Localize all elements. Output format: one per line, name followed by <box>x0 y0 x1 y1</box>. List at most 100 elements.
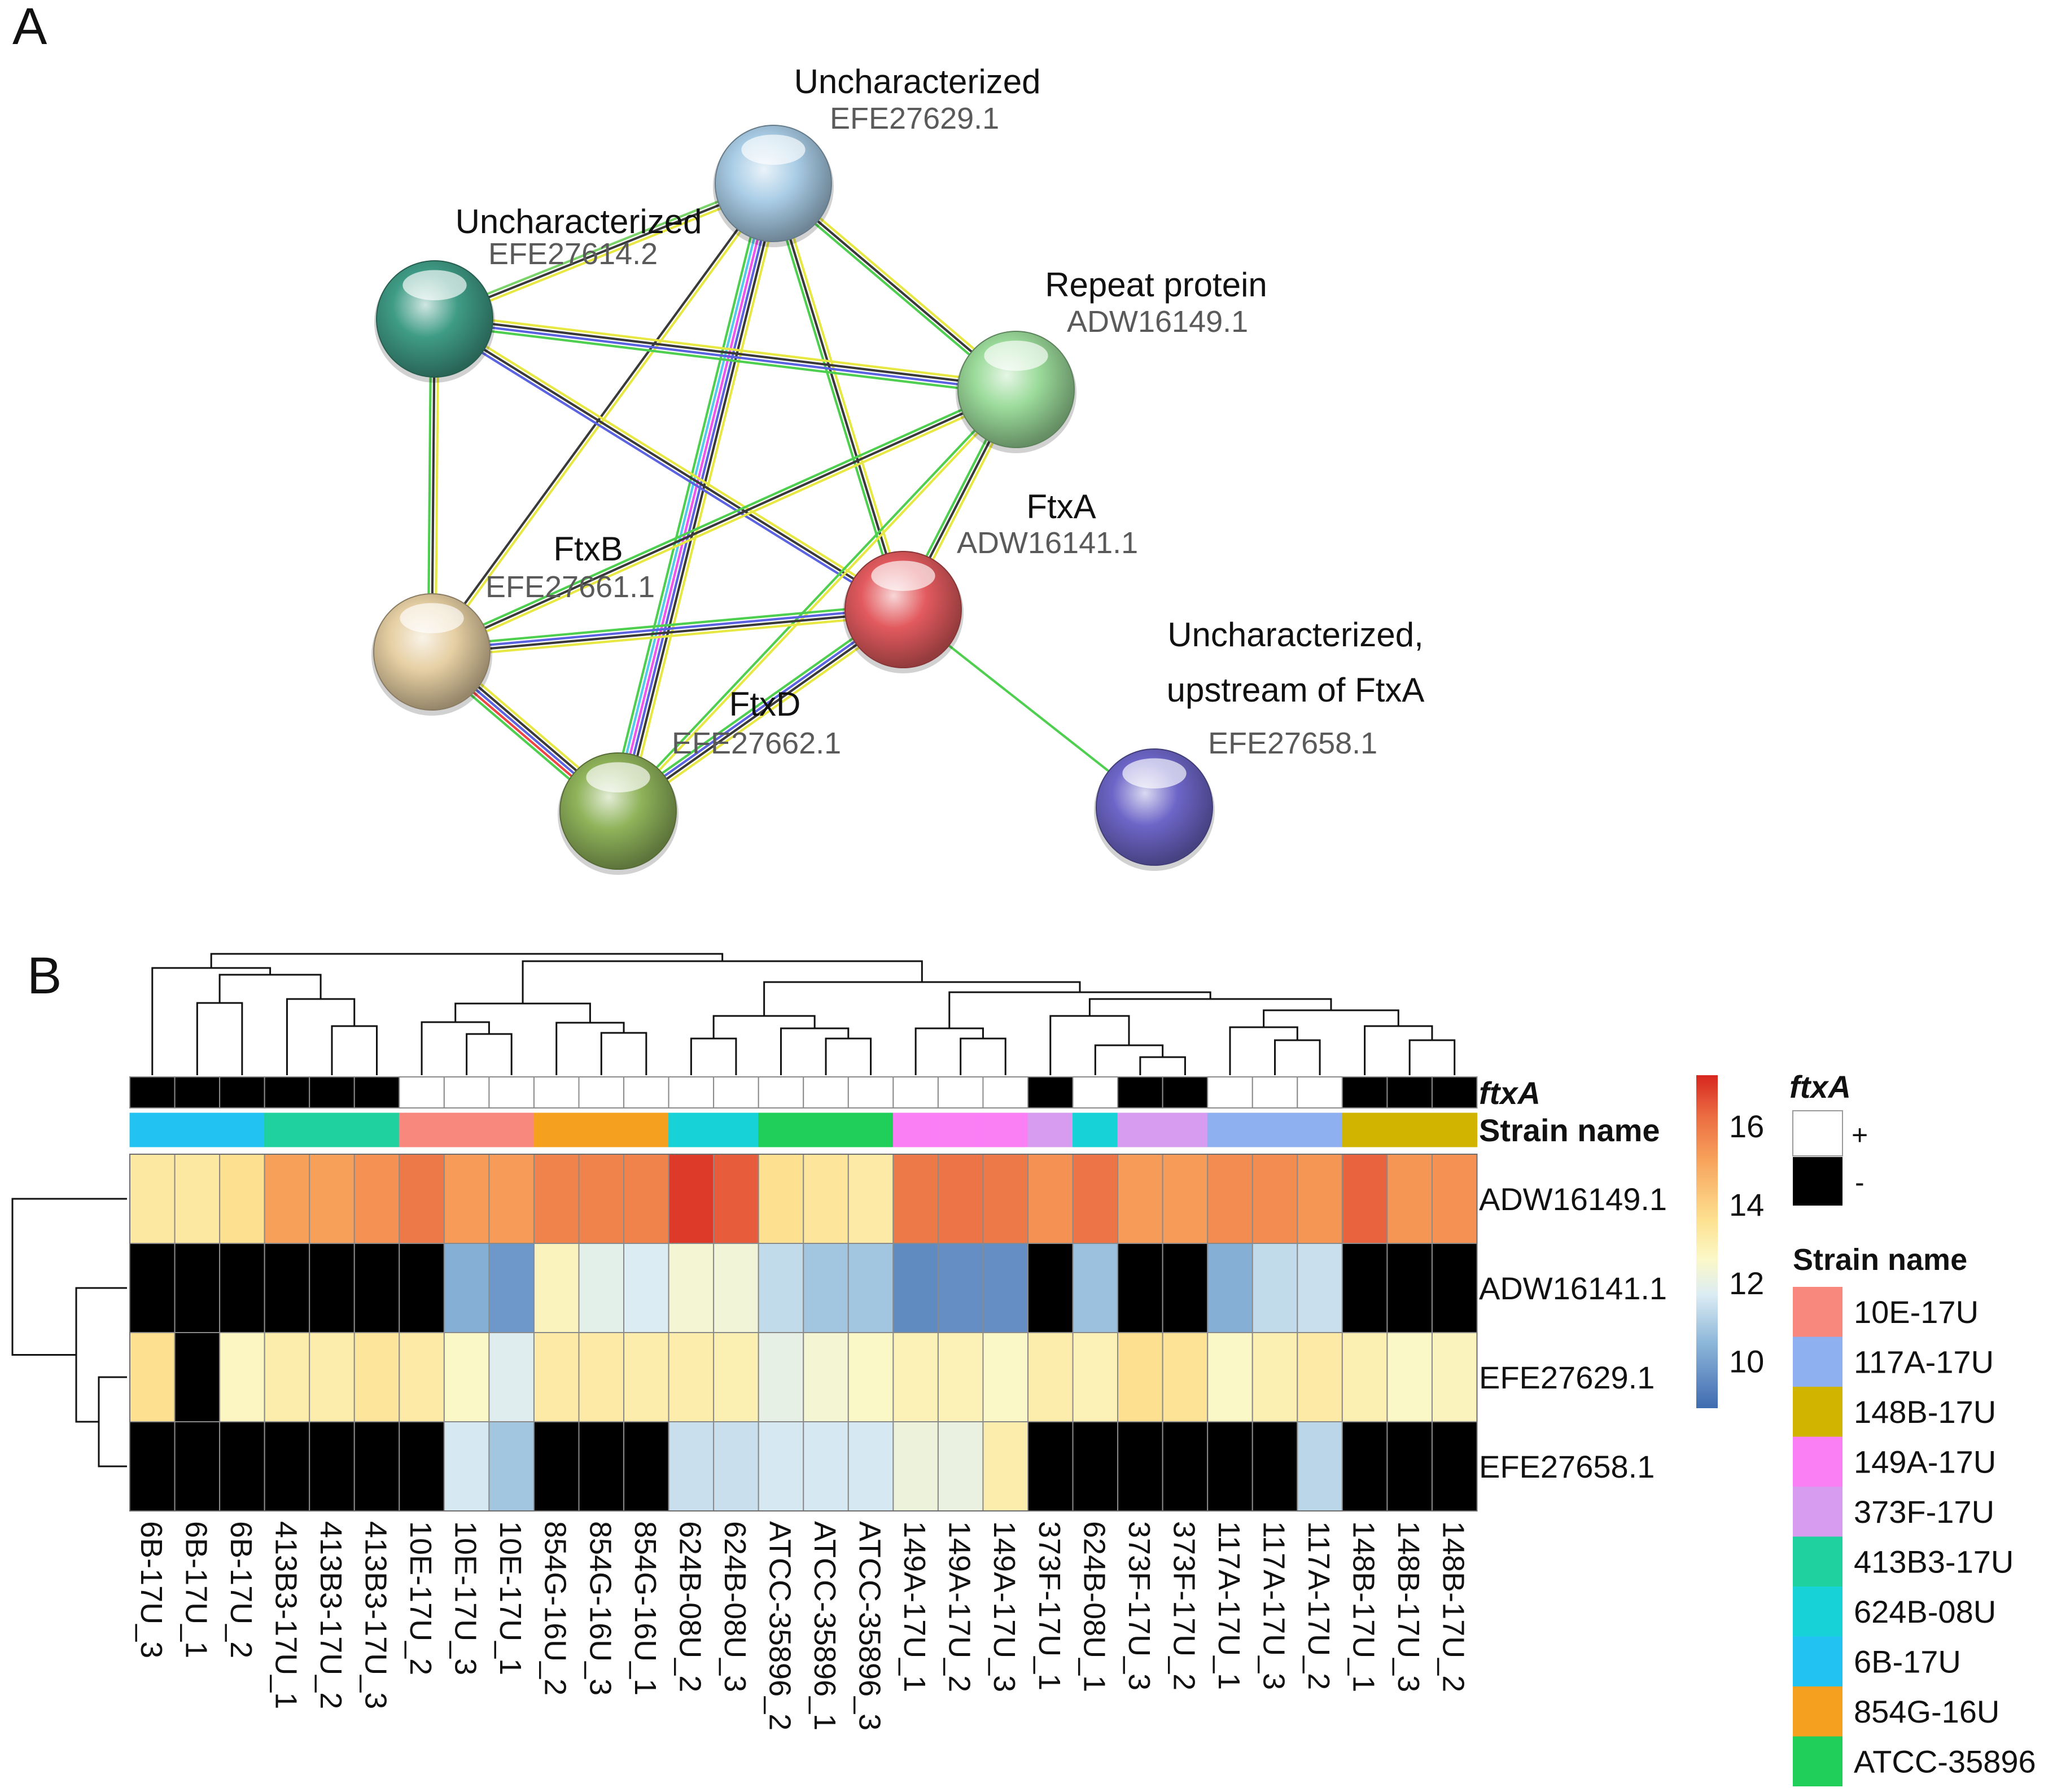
ftxa-annotation-cell <box>713 1076 759 1109</box>
dendrogram-branch <box>331 1025 378 1075</box>
column-label: 413B3-17U_1 <box>269 1521 303 1709</box>
ftxa-annotation-cell <box>1297 1076 1343 1109</box>
dendrogram-branch <box>1139 1056 1186 1075</box>
heatmap-cell <box>892 1243 939 1333</box>
heatmap-cell <box>982 1421 1028 1511</box>
node-highlight <box>586 762 650 793</box>
edge-strand <box>434 323 1016 396</box>
heatmap-cell <box>758 1154 804 1244</box>
legend-strain-label: 117A-17U <box>1854 1344 1994 1380</box>
dendrogram-branch <box>555 1022 625 1075</box>
heatmap-cell <box>399 1154 445 1244</box>
heatmap-cell <box>1162 1243 1209 1333</box>
edge-strand <box>768 184 901 611</box>
edge-efe27614-adw16141 <box>432 314 906 614</box>
color-scale-legend: 10 12 14 16 <box>1696 1075 1764 1408</box>
dendrogram-branch <box>210 953 724 968</box>
heatmap-cell <box>982 1332 1028 1422</box>
edge-efe27629-efe27662 <box>608 181 784 814</box>
edge-strand <box>431 603 903 648</box>
dendrogram-branch <box>454 1002 591 1023</box>
strain-annotation-cell <box>848 1112 894 1147</box>
heatmap-cell <box>713 1243 759 1333</box>
heatmap-cell <box>533 1421 580 1511</box>
strain-annotation-cell <box>803 1112 849 1147</box>
ftxa-annotation-cell <box>399 1076 445 1109</box>
strain-track-label: Strain name <box>1479 1112 1660 1148</box>
legend-strain-label: 854G-16U <box>1854 1694 1999 1729</box>
heatmap-cell <box>1341 1332 1388 1422</box>
ftxa-annotation-cell <box>309 1076 355 1109</box>
legend-strain-title: Strain name <box>1793 1243 1967 1277</box>
legend-strain-label: 148B-17U <box>1854 1394 1996 1430</box>
node-name: upstream of FtxA <box>1167 671 1425 709</box>
edge-strand <box>776 182 908 609</box>
node-name: Uncharacterized <box>456 203 702 240</box>
edge-strand <box>431 606 903 651</box>
heatmap-cell <box>847 1332 894 1422</box>
dendrogram-branch <box>151 967 272 1075</box>
ftxa-annotation-cell <box>1251 1076 1298 1109</box>
heatmap-cell <box>1027 1154 1074 1244</box>
heatmap-cell <box>578 1243 625 1333</box>
row-dendrogram <box>11 1198 127 1467</box>
dendrogram-branch <box>1229 1026 1298 1075</box>
column-label: 624B-08U_3 <box>718 1521 752 1692</box>
column-label: 117A-17U_3 <box>1257 1521 1291 1690</box>
dendrogram-branch <box>466 1033 513 1075</box>
column-label: 373F-17U_3 <box>1122 1521 1156 1690</box>
strain-annotation-cell <box>533 1112 580 1147</box>
legend-strain-swatch <box>1793 1686 1842 1737</box>
ftxa-annotation-cell <box>219 1076 265 1109</box>
row-dendrogram-branch <box>98 1376 127 1467</box>
node-accession: ADW16149.1 <box>1067 305 1248 339</box>
ftxa-annotation-cell <box>578 1076 625 1109</box>
network-nodes: UncharacterizedEFE27629.1Uncharacterized… <box>371 63 1424 875</box>
dendrogram-branch <box>1408 1039 1456 1075</box>
heatmap-cell <box>1386 1243 1433 1333</box>
annotation-tracks <box>129 1076 1478 1147</box>
node-name: Repeat protein <box>1045 266 1267 304</box>
legend-ftxa-minus-swatch <box>1793 1157 1842 1206</box>
heatmap-cell <box>623 1154 669 1244</box>
heatmap-cell <box>174 1332 221 1422</box>
heatmap-cell <box>847 1243 894 1333</box>
edge-strand <box>608 181 766 809</box>
dendrogram-branch <box>914 1027 984 1075</box>
edge-strand <box>436 314 906 608</box>
heatmap-border <box>129 1154 1478 1511</box>
heatmap-cell <box>488 1154 535 1244</box>
column-label: ATCC-35896_1 <box>808 1521 842 1730</box>
node-name: FtxA <box>1026 488 1096 525</box>
heatmap-cell <box>353 1243 400 1333</box>
edge-efe27629-efe27614 <box>432 179 776 323</box>
ftxa-annotation-cell <box>982 1076 1028 1109</box>
heatmap-cell <box>533 1332 580 1422</box>
heatmap-cell <box>1117 1154 1163 1244</box>
ftxa-annotation-cell <box>937 1076 984 1109</box>
column-label: 10E-17U_1 <box>493 1521 527 1675</box>
color-scale-tick: 14 <box>1729 1187 1764 1223</box>
column-label: 6B-17U_1 <box>179 1521 213 1658</box>
heatmap-cell <box>847 1421 894 1511</box>
heatmap-cell <box>353 1421 400 1511</box>
heatmap-cell <box>1431 1154 1478 1244</box>
heatmap-cell <box>264 1421 310 1511</box>
strain-annotation-cell <box>264 1112 310 1147</box>
ftxa-annotation-cell <box>1207 1076 1253 1109</box>
legend-strain-label: 373F-17U <box>1854 1494 1994 1530</box>
row-label: ADW16149.1 <box>1479 1181 1667 1217</box>
strain-annotation-cell <box>309 1112 355 1147</box>
ftxa-annotation-cell <box>1072 1076 1119 1109</box>
heatmap-cell <box>129 1421 176 1511</box>
heatmap-cell <box>264 1332 310 1422</box>
dendrogram-branch <box>780 1027 850 1075</box>
heatmap-cell <box>668 1421 715 1511</box>
heatmap-cell <box>1341 1421 1388 1511</box>
strain-annotation-cell <box>1117 1112 1163 1147</box>
dendrogram-branch <box>948 991 1211 1028</box>
heatmap-cell <box>623 1421 669 1511</box>
heatmap-cell <box>668 1243 715 1333</box>
